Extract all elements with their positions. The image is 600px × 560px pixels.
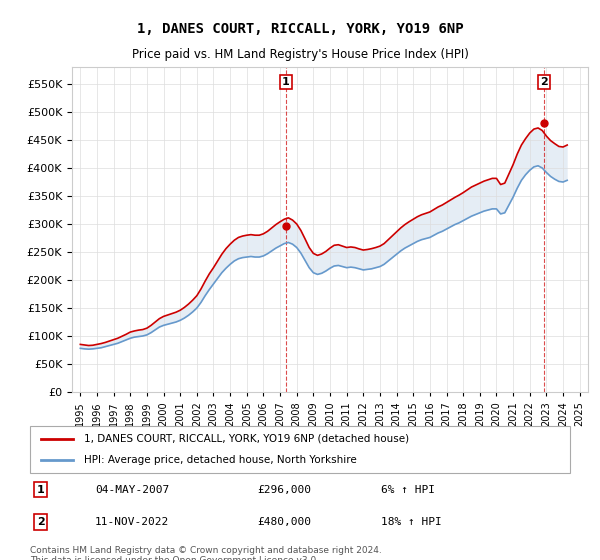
Text: 18% ↑ HPI: 18% ↑ HPI [381,517,442,527]
Text: 1, DANES COURT, RICCALL, YORK, YO19 6NP (detached house): 1, DANES COURT, RICCALL, YORK, YO19 6NP … [84,434,409,444]
Text: £480,000: £480,000 [257,517,311,527]
Text: 6% ↑ HPI: 6% ↑ HPI [381,484,435,494]
Text: 11-NOV-2022: 11-NOV-2022 [95,517,169,527]
Text: £296,000: £296,000 [257,484,311,494]
Text: 1: 1 [282,77,290,87]
Text: HPI: Average price, detached house, North Yorkshire: HPI: Average price, detached house, Nort… [84,455,357,465]
Text: 2: 2 [37,517,44,527]
Text: 04-MAY-2007: 04-MAY-2007 [95,484,169,494]
Text: Contains HM Land Registry data © Crown copyright and database right 2024.
This d: Contains HM Land Registry data © Crown c… [30,546,382,560]
Text: Price paid vs. HM Land Registry's House Price Index (HPI): Price paid vs. HM Land Registry's House … [131,48,469,60]
FancyBboxPatch shape [30,426,570,473]
Text: 1, DANES COURT, RICCALL, YORK, YO19 6NP: 1, DANES COURT, RICCALL, YORK, YO19 6NP [137,22,463,36]
Text: 2: 2 [540,77,548,87]
Text: 1: 1 [37,484,44,494]
